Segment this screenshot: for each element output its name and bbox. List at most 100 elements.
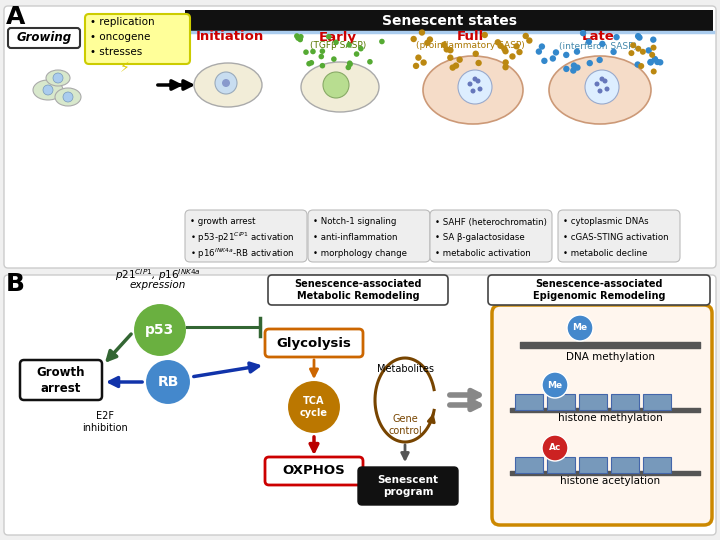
- Circle shape: [456, 57, 463, 63]
- Circle shape: [629, 50, 634, 56]
- FancyBboxPatch shape: [547, 394, 575, 410]
- Circle shape: [453, 63, 459, 69]
- Circle shape: [598, 89, 603, 93]
- Text: • Notch-1 signaling: • Notch-1 signaling: [313, 218, 397, 226]
- Circle shape: [297, 37, 303, 42]
- Circle shape: [526, 37, 533, 44]
- FancyBboxPatch shape: [579, 394, 607, 410]
- Circle shape: [420, 59, 427, 66]
- Text: A: A: [6, 5, 25, 29]
- Text: histone methylation: histone methylation: [557, 413, 662, 423]
- FancyBboxPatch shape: [85, 14, 190, 64]
- Circle shape: [636, 35, 643, 41]
- Text: • SA β-galactosidase: • SA β-galactosidase: [435, 233, 525, 242]
- Text: $p21^{CIP1}$, $p16^{INK4a}$: $p21^{CIP1}$, $p16^{INK4a}$: [115, 267, 201, 283]
- Circle shape: [650, 37, 657, 43]
- Circle shape: [503, 48, 509, 55]
- Text: ⚡: ⚡: [120, 61, 130, 75]
- Circle shape: [379, 39, 384, 44]
- Text: Late: Late: [582, 30, 614, 44]
- FancyBboxPatch shape: [611, 457, 639, 473]
- Text: Full: Full: [456, 30, 484, 44]
- Circle shape: [501, 45, 508, 52]
- FancyBboxPatch shape: [265, 329, 363, 357]
- Circle shape: [611, 49, 617, 55]
- Circle shape: [596, 57, 603, 63]
- Text: • metabolic decline: • metabolic decline: [563, 249, 647, 259]
- Text: TCA
cycle: TCA cycle: [300, 396, 328, 418]
- Circle shape: [498, 43, 504, 49]
- Text: • anti-inflammation: • anti-inflammation: [313, 233, 397, 242]
- Circle shape: [599, 40, 606, 47]
- FancyBboxPatch shape: [579, 457, 607, 473]
- Circle shape: [346, 42, 352, 48]
- Circle shape: [447, 55, 454, 61]
- FancyBboxPatch shape: [4, 275, 716, 535]
- FancyBboxPatch shape: [515, 394, 543, 410]
- Circle shape: [651, 45, 657, 51]
- Text: Me: Me: [572, 323, 588, 333]
- Text: RB: RB: [157, 375, 179, 389]
- FancyBboxPatch shape: [185, 10, 713, 32]
- Text: OXPHOS: OXPHOS: [283, 464, 346, 477]
- FancyBboxPatch shape: [430, 210, 552, 262]
- Text: (interferon SASP): (interferon SASP): [559, 42, 637, 51]
- Circle shape: [652, 56, 658, 62]
- Circle shape: [570, 68, 577, 74]
- Circle shape: [482, 32, 488, 38]
- Text: Ac: Ac: [549, 443, 561, 453]
- FancyBboxPatch shape: [547, 457, 575, 473]
- Text: E2F
inhibition: E2F inhibition: [82, 411, 128, 433]
- Circle shape: [635, 46, 642, 52]
- Circle shape: [215, 72, 237, 94]
- Text: Growing: Growing: [17, 31, 71, 44]
- Circle shape: [475, 60, 482, 66]
- Circle shape: [346, 65, 351, 70]
- Circle shape: [634, 62, 641, 68]
- Circle shape: [367, 59, 373, 65]
- Circle shape: [635, 33, 642, 39]
- Circle shape: [536, 49, 542, 55]
- Text: (proinflammatory SASP): (proinflammatory SASP): [415, 42, 524, 51]
- FancyBboxPatch shape: [611, 394, 639, 410]
- Circle shape: [294, 33, 300, 39]
- Circle shape: [347, 62, 353, 67]
- Text: • oncogene: • oncogene: [90, 32, 150, 42]
- Circle shape: [447, 47, 454, 53]
- Circle shape: [595, 82, 600, 86]
- Circle shape: [444, 46, 450, 52]
- Text: • p16$^{INK4a}$-RB activation: • p16$^{INK4a}$-RB activation: [190, 247, 294, 261]
- Circle shape: [472, 51, 479, 57]
- FancyBboxPatch shape: [358, 467, 458, 505]
- Circle shape: [563, 66, 570, 72]
- FancyBboxPatch shape: [643, 394, 671, 410]
- Circle shape: [326, 34, 331, 39]
- Circle shape: [571, 62, 577, 69]
- Circle shape: [542, 372, 568, 398]
- Circle shape: [331, 56, 337, 62]
- Circle shape: [318, 54, 324, 59]
- Circle shape: [541, 58, 548, 64]
- Circle shape: [630, 42, 636, 48]
- Text: • cytoplasmic DNAs: • cytoplasmic DNAs: [563, 218, 649, 226]
- Circle shape: [358, 46, 364, 51]
- Circle shape: [333, 39, 339, 45]
- Circle shape: [347, 60, 353, 66]
- Text: • growth arrest: • growth arrest: [190, 218, 256, 226]
- Text: Senescent
program: Senescent program: [377, 475, 438, 497]
- Circle shape: [133, 303, 187, 357]
- Text: p53: p53: [145, 323, 175, 337]
- Circle shape: [306, 61, 312, 66]
- Circle shape: [303, 49, 309, 55]
- Circle shape: [467, 82, 472, 86]
- Circle shape: [458, 70, 492, 104]
- Text: expression: expression: [130, 280, 186, 290]
- Text: • morphology change: • morphology change: [313, 249, 407, 259]
- Circle shape: [516, 49, 523, 55]
- Circle shape: [513, 43, 520, 50]
- Circle shape: [605, 86, 610, 91]
- Circle shape: [145, 359, 191, 405]
- Circle shape: [600, 77, 605, 82]
- Circle shape: [323, 72, 349, 98]
- Circle shape: [563, 52, 570, 58]
